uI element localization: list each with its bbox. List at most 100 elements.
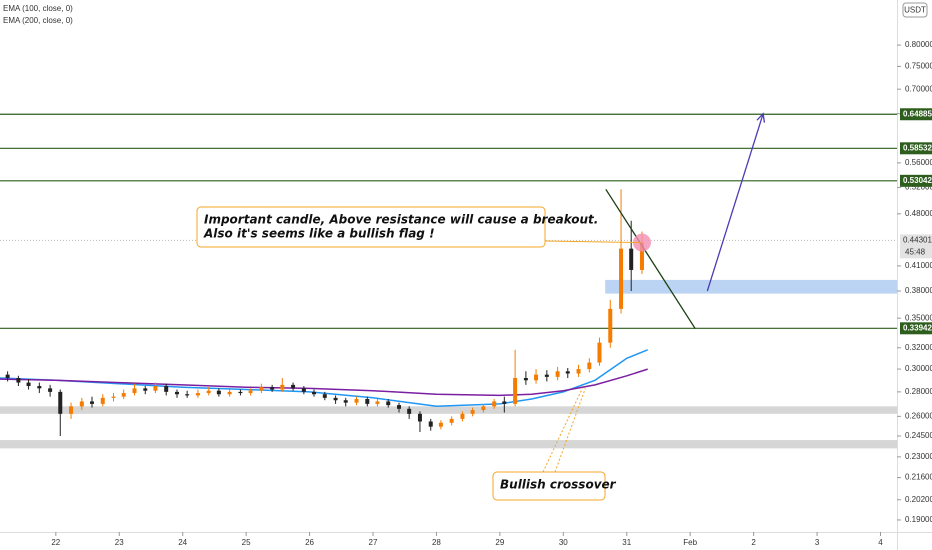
candle-body [280, 384, 285, 390]
x-tick-label: 26 [305, 538, 314, 547]
x-tick-label: 30 [559, 538, 568, 547]
x-tick-label: 3 [815, 538, 820, 547]
candle-body [121, 393, 126, 397]
x-tick-label: 4 [878, 538, 883, 547]
candle-body [587, 362, 592, 370]
candle-body [5, 374, 10, 379]
currency-box[interactable] [902, 2, 928, 18]
last-price-box [900, 234, 932, 259]
callout-text: Important candle, Above resistance will … [204, 213, 598, 227]
level-label: 0.58532 [903, 143, 932, 152]
candle-body [69, 406, 74, 414]
y-tick-label: 0.75000 [905, 62, 932, 71]
candle-body [132, 388, 137, 394]
y-tick-label: 0.30000 [905, 364, 932, 373]
y-tick-label: 0.38000 [905, 286, 932, 295]
candle-body [513, 378, 518, 404]
candle-body [164, 386, 169, 392]
candle-body [449, 418, 454, 423]
x-tick-label: 29 [495, 538, 504, 547]
zone [0, 406, 897, 414]
level-label: 0.33942 [903, 323, 932, 332]
candle-body [502, 401, 507, 404]
y-tick-label: 0.20200 [905, 495, 932, 504]
candle-body [185, 394, 190, 396]
arrow-head [756, 112, 766, 123]
y-tick-label: 0.26000 [905, 411, 932, 420]
zone [605, 279, 897, 294]
callout-text: Bullish crossover [500, 478, 617, 492]
y-tick-label: 0.52000 [905, 182, 932, 191]
candle-body [555, 371, 560, 377]
arrow [706, 113, 764, 292]
candle-body [365, 399, 370, 404]
x-tick-label: 27 [369, 538, 378, 547]
candle-body [576, 369, 581, 374]
candle-body [227, 391, 232, 395]
candle-body [248, 390, 253, 394]
level-label-box [900, 174, 932, 187]
candle-body [58, 391, 63, 414]
legend-ema100: EMA (100, close, 0) [3, 4, 73, 13]
candle-body [195, 393, 200, 396]
candle-body [565, 371, 570, 374]
x-tick-label: 2 [751, 538, 756, 547]
candle-body [534, 374, 539, 381]
candle-body [259, 387, 264, 391]
candle-body [216, 390, 221, 395]
y-tick-label: 0.70000 [905, 84, 932, 93]
candle-body [597, 342, 602, 363]
candle-body [492, 401, 497, 407]
candle-body [270, 387, 275, 390]
level-label-box [900, 108, 932, 121]
candle-body [417, 413, 422, 422]
x-tick-label: 31 [622, 538, 631, 547]
candle-body [322, 394, 327, 398]
candle-body [100, 397, 105, 404]
candle-body [48, 388, 53, 392]
candle-body [301, 388, 306, 392]
y-tick-label: 0.80000 [905, 40, 932, 49]
callout-text: Also it's seems like a bullish flag ! [203, 227, 435, 241]
y-tick-label: 0.21600 [905, 473, 932, 482]
candle-body [174, 391, 179, 395]
candle-body [608, 308, 613, 343]
x-tick-label: 25 [242, 538, 251, 547]
zone [0, 440, 897, 449]
y-tick-label: 0.35000 [905, 313, 932, 322]
candle-body [206, 390, 211, 394]
candle-body [470, 410, 475, 414]
candle-body [89, 401, 94, 404]
candle-body [386, 401, 391, 406]
x-tick-label: 22 [51, 538, 60, 547]
candle-body [153, 386, 158, 391]
legend-ema200: EMA (200, close, 0) [3, 16, 73, 25]
currency-label: USDT [904, 6, 926, 15]
ema-line [0, 368, 648, 397]
x-tick-label: 24 [178, 538, 187, 547]
last-price-label: 0.44301 [903, 235, 932, 244]
candle-body [333, 397, 338, 401]
candle-body [238, 391, 243, 394]
level-label-box [900, 322, 932, 335]
candle-body [291, 384, 296, 389]
candle-body [629, 248, 634, 270]
candle-body [111, 396, 116, 398]
y-tick-label: 0.48000 [905, 209, 932, 218]
y-tick-label: 0.28000 [905, 387, 932, 396]
candle-body [407, 408, 412, 414]
countdown: 45:48 [905, 247, 926, 256]
candle-body [438, 422, 443, 427]
candle-body [143, 388, 148, 391]
candle-body [619, 248, 624, 309]
candle-body [26, 382, 31, 387]
x-tick-label: Feb [683, 538, 697, 547]
y-tick-label: 0.56000 [905, 158, 932, 167]
candle-body [375, 401, 380, 404]
y-tick-label: 0.19000 [905, 515, 932, 524]
candle-body [37, 386, 42, 389]
candle-body [354, 399, 359, 403]
candle-body [16, 378, 21, 383]
